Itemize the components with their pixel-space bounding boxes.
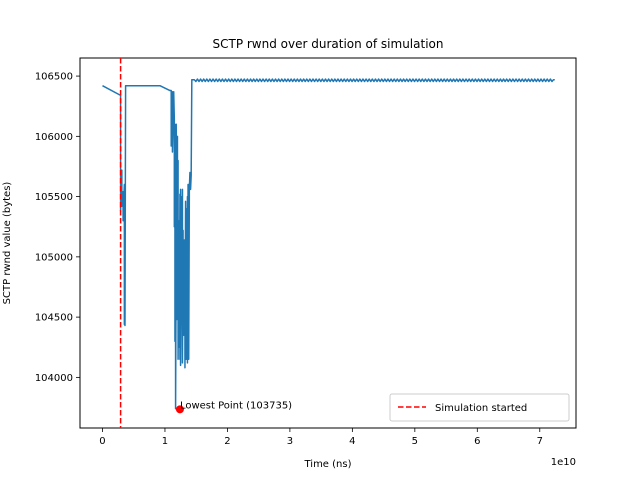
y-tick-label: 105000 bbox=[35, 252, 73, 263]
lowest-point-marker bbox=[175, 405, 184, 414]
marker-layer: Lowest Point (103735) bbox=[119, 58, 292, 428]
legend-label-simulation-started: Simulation started bbox=[435, 403, 527, 414]
x-tick-label: 6 bbox=[474, 436, 480, 447]
x-tick-label: 1 bbox=[162, 436, 168, 447]
legend-box bbox=[389, 393, 570, 422]
chart-title: SCTP rwnd over duration of simulation bbox=[213, 37, 444, 51]
x-axis-offset-label: 1e10 bbox=[551, 457, 576, 468]
x-tick-label: 5 bbox=[412, 436, 418, 447]
line-layer bbox=[102, 78, 555, 410]
x-axis: 0 1 2 3 4 5 6 7 bbox=[99, 428, 543, 447]
x-tick-label: 3 bbox=[287, 436, 293, 447]
y-tick-label: 106500 bbox=[35, 72, 73, 83]
y-axis-label: SCTP rwnd value (bytes) bbox=[2, 182, 13, 305]
y-tick-label: 105500 bbox=[35, 192, 73, 203]
y-tick-label: 104500 bbox=[35, 313, 73, 324]
x-tick-label: 7 bbox=[537, 436, 543, 447]
y-tick-label: 104000 bbox=[35, 373, 73, 384]
legend: Simulation started bbox=[389, 393, 570, 422]
x-tick-label: 0 bbox=[99, 436, 105, 447]
x-tick-label: 4 bbox=[349, 436, 355, 447]
plot-area: Lowest Point (103735) bbox=[79, 57, 577, 429]
series-line bbox=[102, 78, 555, 410]
x-tick-label: 2 bbox=[224, 436, 230, 447]
y-axis: 104000 104500 105000 105500 106000 106500 bbox=[35, 72, 80, 384]
plot-frame bbox=[79, 57, 577, 429]
lowest-point-annotation: Lowest Point (103735) bbox=[180, 400, 292, 411]
x-axis-label: Time (ns) bbox=[303, 459, 351, 470]
y-tick-label: 106000 bbox=[35, 132, 73, 143]
